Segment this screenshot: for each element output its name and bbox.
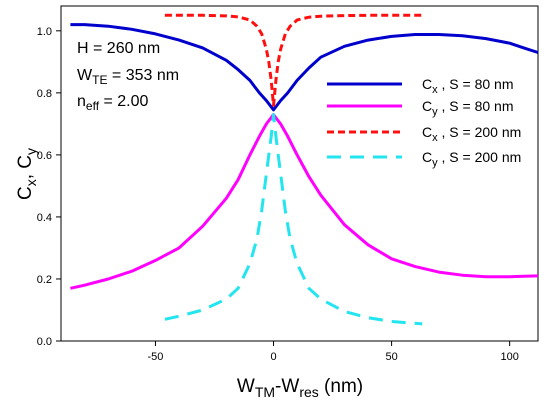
annotation-neff: neff = 2.00: [77, 93, 149, 113]
series-line-2: [70, 113, 539, 290]
legend-label: Cx , S = 200 nm: [422, 124, 521, 144]
y-tick-label: 1.0: [37, 26, 52, 38]
x-tick-label: 50: [385, 351, 397, 363]
legend-label: Cy , S = 80 nm: [422, 98, 514, 118]
annotation-width: WTE = 353 nm: [77, 67, 179, 87]
legend-entry: Cy , S = 200 nm: [327, 149, 521, 169]
y-axis-title: Cx, Cy: [15, 148, 39, 200]
legend-entry: Cy , S = 80 nm: [327, 98, 514, 118]
legend-entry: Cx , S = 200 nm: [327, 124, 521, 144]
series-line-1: [70, 23, 539, 112]
series-line-4: [164, 113, 423, 326]
plot-lines: [70, 13, 539, 326]
y-tick-label: 0.2: [37, 274, 52, 286]
y-tick-label: 0.8: [37, 88, 52, 100]
legend-label: Cy , S = 200 nm: [422, 149, 521, 169]
annotation-block: H = 260 nm WTE = 353 nm neff = 2.00: [77, 40, 179, 113]
plot-frame: [60, 5, 539, 342]
x-tick-label: -50: [148, 351, 164, 363]
y-tick-label: 0.6: [37, 150, 52, 162]
legend: Cx , S = 80 nm Cy , S = 80 nm Cx , S = 2…: [327, 76, 521, 169]
legend-entry: Cx , S = 80 nm: [327, 76, 514, 96]
x-tick-label: 0: [270, 351, 276, 363]
y-tick-label: 0.4: [37, 212, 52, 224]
legend-label: Cx , S = 80 nm: [422, 76, 514, 96]
x-axis-title: WTM-Wres (nm): [237, 376, 363, 400]
axis-ticks: [56, 30, 511, 346]
series-line-3: [164, 13, 423, 107]
annotation-height: H = 260 nm: [77, 40, 160, 57]
axis-tick-labels: -50 0 50 100 0.0 0.2 0.4 0.6 0.8 1.0: [37, 26, 519, 363]
x-tick-label: 100: [500, 351, 518, 363]
y-tick-label: 0.0: [37, 336, 52, 348]
